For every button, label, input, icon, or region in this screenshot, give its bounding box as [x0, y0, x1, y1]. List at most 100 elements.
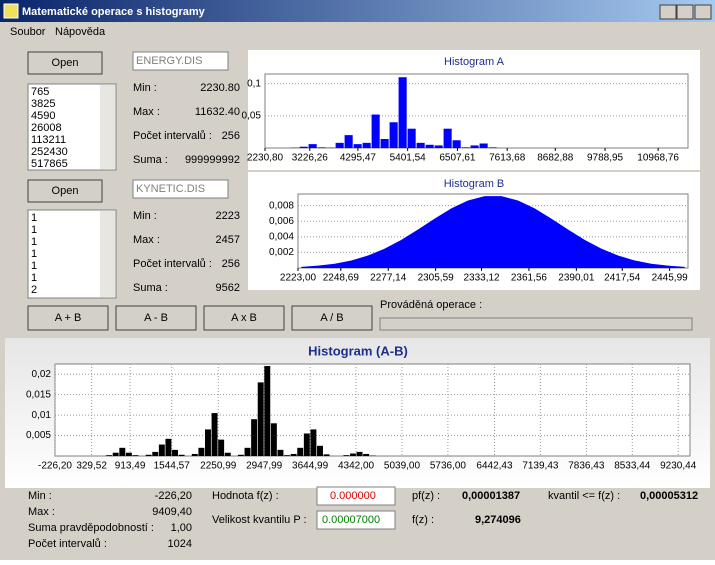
bar [399, 77, 407, 148]
list-item[interactable]: 1 [31, 272, 37, 284]
stat-label: Suma : [133, 154, 168, 166]
stat-label: Min : [133, 210, 157, 222]
stat-label: Počet intervalů : [133, 258, 212, 270]
operation-label: A + B [55, 312, 82, 324]
bar [408, 129, 416, 148]
x-tick-label: 10968,76 [637, 153, 679, 164]
chart-title: Histogram A [444, 56, 505, 68]
list-item[interactable]: 1 [31, 212, 37, 224]
x-tick-label: 6507,61 [439, 153, 476, 164]
bar [198, 448, 204, 456]
x-tick-label: 2248,69 [323, 273, 360, 284]
x-tick-label: 913,49 [115, 461, 146, 472]
list-item[interactable]: 1 [31, 260, 37, 272]
output-value: 0,00001387 [462, 490, 520, 502]
menu-item[interactable]: Nápověda [55, 26, 106, 38]
x-tick-label: -226,20 [38, 461, 72, 472]
bar [146, 455, 152, 456]
bar [471, 145, 479, 148]
x-tick-label: 4295,47 [340, 153, 377, 164]
y-tick-label: 0,008 [269, 200, 294, 211]
bar [354, 144, 362, 148]
window-title: Matematické operace s histogramy [22, 6, 206, 18]
bar [113, 453, 119, 456]
input-label: Velikost kvantilu P : [212, 514, 307, 526]
plot-area [55, 364, 690, 456]
scrollbar[interactable] [100, 85, 115, 169]
y-tick-label: 0,1 [247, 78, 261, 89]
open-label: Open [52, 185, 79, 197]
input-value: 0.00007000 [322, 514, 380, 526]
bar [336, 143, 344, 148]
bar [300, 147, 308, 148]
x-tick-label: 5736,00 [430, 461, 467, 472]
output-label: kvantil <= f(z) : [548, 490, 620, 502]
stat-label: Suma : [133, 282, 168, 294]
list-item[interactable]: 1 [31, 248, 37, 260]
list-item[interactable]: 4590 [31, 110, 55, 122]
file-name: KYNETIC.DIS [136, 183, 205, 195]
bar [165, 439, 171, 456]
bar [462, 147, 470, 148]
input-value: 0.000000 [330, 490, 376, 502]
list-item[interactable]: 113211 [31, 134, 66, 146]
bar [225, 453, 231, 456]
input-label: Hodnota f(z) : [212, 490, 279, 502]
x-tick-label: 7139,43 [522, 461, 559, 472]
x-tick-label: 4342,00 [338, 461, 375, 472]
x-tick-label: 329,52 [76, 461, 107, 472]
app-icon [4, 4, 18, 18]
stat-value: 1024 [168, 538, 192, 550]
menu-item[interactable]: Soubor [10, 26, 46, 38]
bar [119, 448, 125, 456]
operation-label: A / B [320, 312, 343, 324]
minimize-button[interactable] [660, 5, 676, 19]
stat-value: 2230.80 [200, 82, 240, 94]
list-item[interactable]: 26008 [31, 122, 62, 134]
stat-value: 9562 [216, 282, 240, 294]
list-item[interactable]: 1 [31, 236, 37, 248]
bar [271, 423, 277, 456]
maximize-button[interactable] [677, 5, 693, 19]
bar [258, 382, 264, 456]
y-tick-label: 0,006 [269, 216, 294, 227]
list-item[interactable]: 517865 [31, 158, 68, 170]
operation-label: A - B [144, 312, 168, 324]
x-tick-label: 3226,26 [292, 153, 329, 164]
bar [324, 454, 330, 456]
y-tick-label: 0,05 [242, 110, 262, 121]
stat-label: Počet intervalů : [133, 130, 212, 142]
file-name: ENERGY.DIS [136, 55, 202, 67]
x-tick-label: 2417,54 [604, 273, 641, 284]
list-item[interactable]: 252430 [31, 146, 68, 158]
stat-label: Počet intervalů : [28, 538, 107, 550]
stat-label: Suma pravděpodobností : [28, 522, 154, 534]
bar [106, 455, 112, 456]
x-tick-label: 2223,00 [280, 273, 317, 284]
bar [426, 145, 434, 148]
list-item[interactable]: 2 [31, 284, 37, 296]
x-tick-label: 2277,14 [370, 273, 407, 284]
bar [417, 143, 425, 148]
bar [192, 454, 198, 456]
x-tick-label: 5039,00 [384, 461, 421, 472]
x-tick-label: 9230,44 [660, 461, 697, 472]
bar [277, 450, 283, 456]
bar [343, 455, 349, 456]
x-tick-label: 2390,01 [558, 273, 595, 284]
bar [212, 413, 218, 456]
plot-area [265, 74, 688, 148]
close-button[interactable] [695, 5, 711, 19]
bar [172, 450, 178, 456]
bar [372, 115, 380, 148]
stat-label: Min : [28, 490, 52, 502]
list-item[interactable]: 1 [31, 224, 37, 236]
bar [133, 455, 139, 456]
scrollbar[interactable] [100, 211, 115, 297]
bar [152, 452, 158, 456]
y-tick-label: 0,005 [26, 430, 51, 441]
list-item[interactable]: 3825 [31, 98, 55, 110]
stat-label: Max : [133, 106, 160, 118]
list-item[interactable]: 765 [31, 86, 49, 98]
